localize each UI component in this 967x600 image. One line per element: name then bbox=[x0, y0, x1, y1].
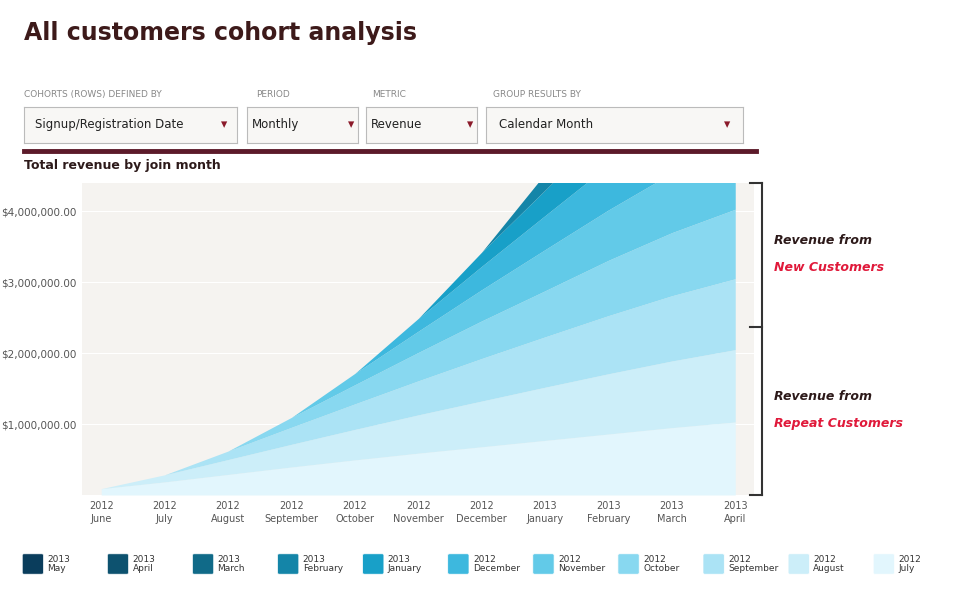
Text: December: December bbox=[473, 564, 520, 573]
Text: 2012: 2012 bbox=[898, 555, 922, 564]
Text: Revenue from: Revenue from bbox=[774, 389, 871, 403]
Text: ▾: ▾ bbox=[348, 118, 354, 131]
Text: February: February bbox=[303, 564, 342, 573]
Text: 2012: 2012 bbox=[813, 555, 836, 564]
Text: COHORTS (ROWS) DEFINED BY: COHORTS (ROWS) DEFINED BY bbox=[24, 90, 161, 99]
Text: July: July bbox=[898, 564, 915, 573]
Text: ▾: ▾ bbox=[221, 118, 227, 131]
Text: Total revenue by join month: Total revenue by join month bbox=[24, 159, 220, 172]
Text: Revenue from: Revenue from bbox=[774, 233, 871, 247]
Text: Calendar Month: Calendar Month bbox=[499, 118, 594, 131]
Text: ▾: ▾ bbox=[724, 118, 730, 131]
Text: New Customers: New Customers bbox=[774, 260, 884, 274]
Text: PERIOD: PERIOD bbox=[256, 90, 290, 99]
Text: September: September bbox=[728, 564, 778, 573]
Text: GROUP RESULTS BY: GROUP RESULTS BY bbox=[493, 90, 581, 99]
Text: All customers cohort analysis: All customers cohort analysis bbox=[24, 21, 417, 45]
Text: Signup/Registration Date: Signup/Registration Date bbox=[35, 118, 184, 131]
Text: ▾: ▾ bbox=[467, 118, 473, 131]
Text: March: March bbox=[218, 564, 245, 573]
Text: 2013: 2013 bbox=[388, 555, 411, 564]
Text: May: May bbox=[47, 564, 66, 573]
Text: Revenue: Revenue bbox=[371, 118, 423, 131]
Text: Repeat Customers: Repeat Customers bbox=[774, 416, 902, 430]
Text: 2012: 2012 bbox=[728, 555, 751, 564]
Text: 2013: 2013 bbox=[132, 555, 156, 564]
Text: January: January bbox=[388, 564, 422, 573]
Text: 2013: 2013 bbox=[47, 555, 71, 564]
Text: 2012: 2012 bbox=[643, 555, 666, 564]
Text: Monthly: Monthly bbox=[252, 118, 300, 131]
Text: 2013: 2013 bbox=[303, 555, 326, 564]
Text: April: April bbox=[132, 564, 154, 573]
Text: August: August bbox=[813, 564, 845, 573]
Text: November: November bbox=[558, 564, 605, 573]
Text: 2012: 2012 bbox=[558, 555, 581, 564]
Text: October: October bbox=[643, 564, 679, 573]
Text: 2013: 2013 bbox=[218, 555, 241, 564]
Text: 2012: 2012 bbox=[473, 555, 496, 564]
Text: METRIC: METRIC bbox=[372, 90, 406, 99]
